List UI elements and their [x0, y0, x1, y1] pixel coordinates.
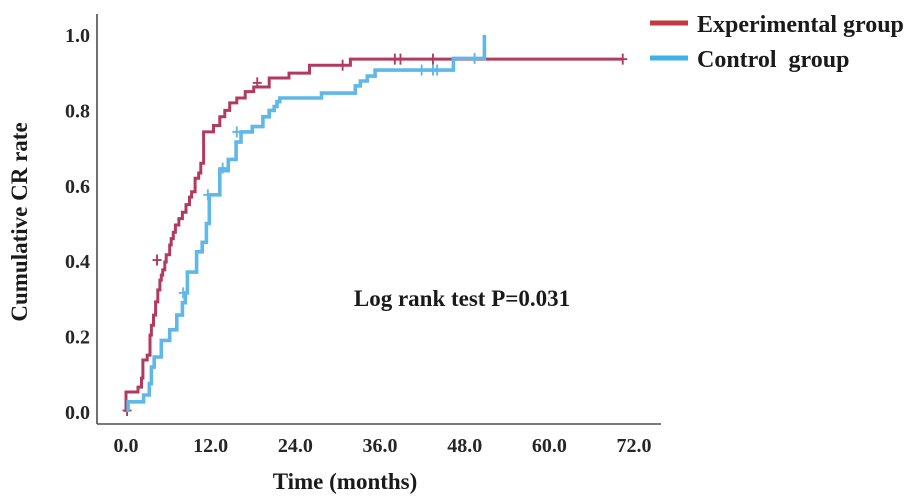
- series-experimental: [122, 53, 628, 416]
- y-tick-label: 0.0: [65, 402, 90, 424]
- y-tick-label: 1.0: [65, 25, 90, 47]
- x-tick-label: 12.0: [193, 435, 228, 457]
- censor-mark: [395, 53, 405, 65]
- legend: Experimental group Control group: [650, 12, 904, 73]
- censor-mark: [618, 53, 628, 65]
- y-tick-label: 0.4: [65, 251, 90, 273]
- x-tick-label: 72.0: [617, 435, 652, 457]
- y-axis-title: Cumulative CR rate: [7, 122, 32, 321]
- censor-mark: [432, 64, 442, 76]
- x-tick-label: 24.0: [278, 435, 313, 457]
- km-curve: [124, 57, 624, 412]
- censor-mark: [203, 189, 213, 201]
- survival-curves: [122, 35, 628, 416]
- censor-mark: [417, 64, 427, 76]
- censor-mark: [252, 77, 262, 89]
- x-tick-label: 48.0: [447, 435, 482, 457]
- censor-mark: [232, 126, 242, 138]
- y-tick-label: 0.8: [65, 100, 90, 122]
- x-axis-tick-labels: 0.0 12.0 24.0 36.0 48.0 60.0 72.0: [114, 435, 652, 457]
- km-curve: [126, 35, 487, 412]
- censor-mark: [152, 254, 162, 266]
- annotation-pvalue: Log rank test P=0.031: [354, 286, 570, 311]
- censor-mark: [178, 287, 188, 299]
- y-axis-tick-labels: 0.0 0.2 0.4 0.6 0.8 1.0: [65, 25, 90, 424]
- y-tick-label: 0.6: [65, 176, 90, 198]
- x-tick-label: 0.0: [114, 435, 139, 457]
- y-tick-label: 0.2: [65, 327, 90, 349]
- censor-mark: [470, 52, 480, 64]
- legend-label: Experimental group: [697, 12, 904, 38]
- axes: [96, 14, 661, 425]
- legend-label: Control group: [697, 47, 849, 73]
- censor-mark: [338, 59, 348, 71]
- censor-mark: [218, 162, 228, 174]
- x-axis-title: Time (months): [273, 469, 418, 494]
- series-control: [126, 35, 487, 412]
- x-tick-label: 36.0: [363, 435, 398, 457]
- censor-mark: [428, 53, 438, 65]
- x-tick-label: 60.0: [532, 435, 567, 457]
